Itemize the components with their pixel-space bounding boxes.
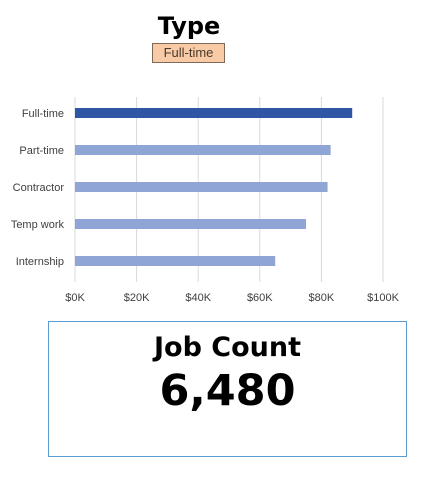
job-count-value: 6,480 <box>49 366 406 416</box>
job-count-card: Job Count 6,480 <box>48 321 407 457</box>
job-count-label: Job Count <box>49 332 406 364</box>
x-tick-label: $20K <box>124 292 150 304</box>
salary-by-type-bar-chart: Full-time Part-time Contractor Temp work Int… <box>0 85 426 315</box>
x-tick-label: $80K <box>309 292 335 304</box>
chart-title: Type <box>0 10 378 42</box>
x-tick-label: $100K <box>367 292 399 304</box>
chart-x-tick-labels: $0K $20K $40K $60K $80K $100K <box>65 292 399 304</box>
chart-bars <box>75 108 352 266</box>
category-label: Internship <box>16 256 64 268</box>
x-tick-label: $60K <box>247 292 273 304</box>
category-label: Part-time <box>19 145 64 157</box>
chart-category-labels: Full-time Part-time Contractor Temp work Int… <box>11 108 65 268</box>
category-label: Full-time <box>22 108 64 120</box>
type-filter-badge[interactable]: Full-time <box>152 43 225 63</box>
bar[interactable] <box>75 108 352 118</box>
x-tick-label: $0K <box>65 292 85 304</box>
bar[interactable] <box>75 145 331 155</box>
x-tick-label: $40K <box>185 292 211 304</box>
bar[interactable] <box>75 256 275 266</box>
bar[interactable] <box>75 219 306 229</box>
category-label: Contractor <box>13 182 65 194</box>
category-label: Temp work <box>11 219 65 231</box>
bar[interactable] <box>75 182 328 192</box>
